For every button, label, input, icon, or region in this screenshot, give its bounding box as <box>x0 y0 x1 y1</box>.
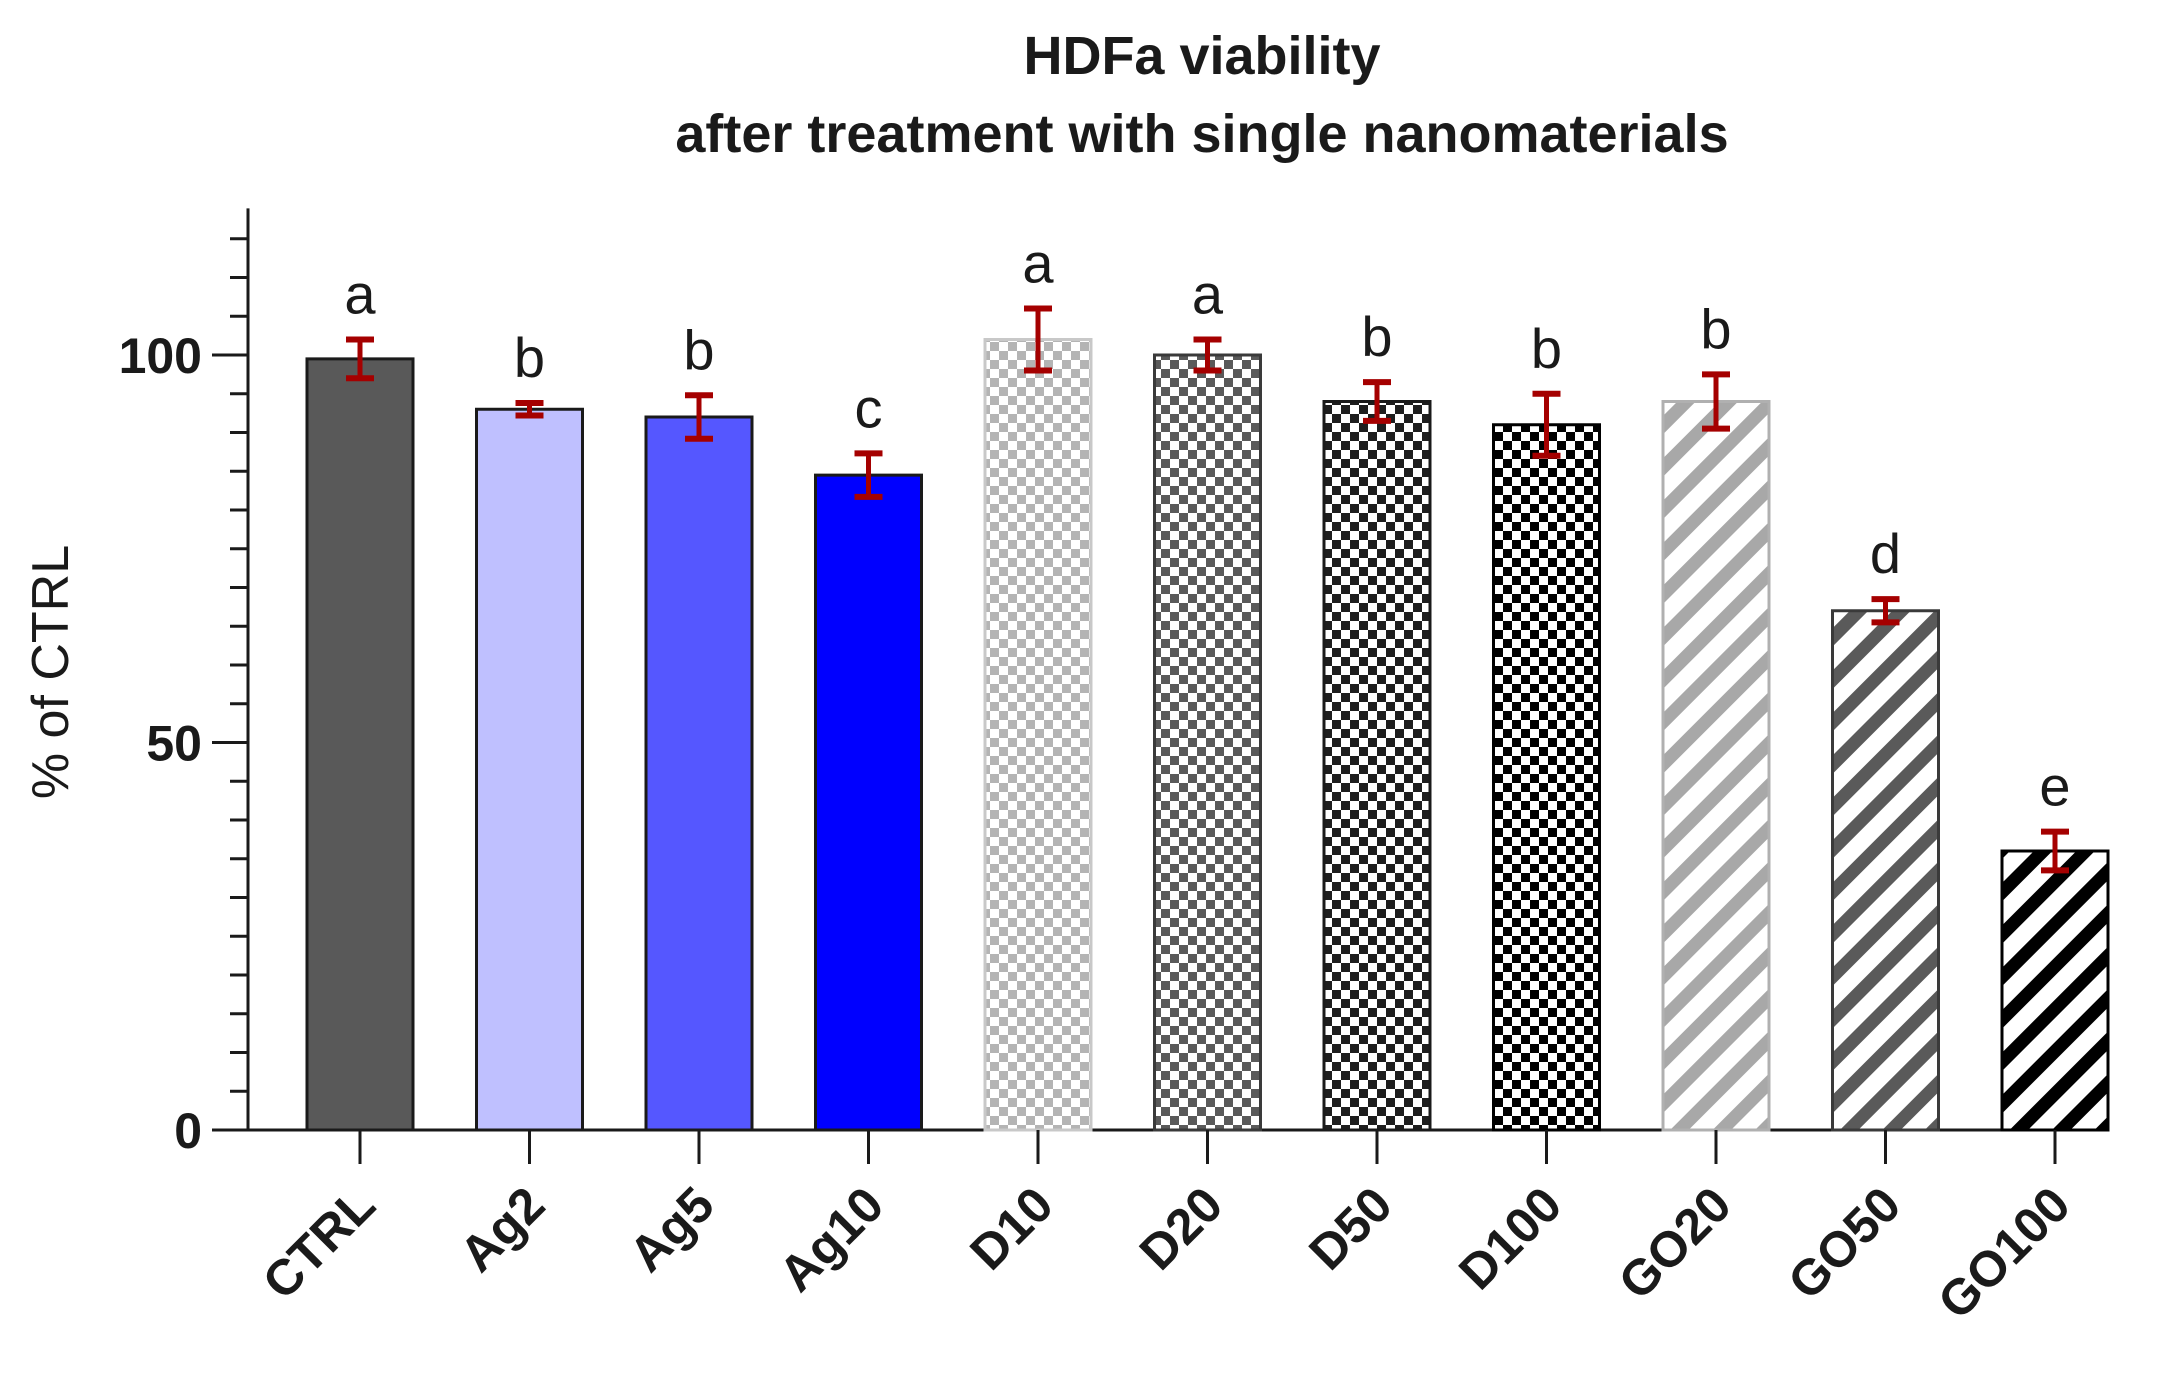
bar-d50 <box>1322 400 1432 1132</box>
significance-letter: b <box>514 326 545 389</box>
error-bar-ctrl <box>346 336 374 382</box>
x-tick-label: GO20 <box>1608 1176 1742 1310</box>
error-bar-go50 <box>1871 596 1900 626</box>
x-tick-label: Ag10 <box>768 1176 894 1302</box>
bar-ag10 <box>814 473 923 1132</box>
y-tick-label: 100 <box>119 328 202 384</box>
x-tick-label: Ag2 <box>449 1176 555 1282</box>
chart-title: HDFa viability <box>1023 26 1380 86</box>
bar-ctrl <box>305 357 415 1132</box>
error-bar-ag10 <box>854 450 883 500</box>
error-bar-d10 <box>1024 305 1052 374</box>
x-tick-label: D100 <box>1448 1176 1572 1300</box>
chart-subtitle: after treatment with single nanomaterial… <box>675 104 1728 164</box>
x-tick-label: GO100 <box>1927 1176 2081 1330</box>
significance-letter: b <box>1361 305 1392 368</box>
significance-letter: e <box>2039 755 2070 818</box>
significance-letter: a <box>1192 263 1224 326</box>
bar-ag2 <box>475 407 584 1132</box>
bar-go100 <box>2000 849 2110 1132</box>
significance-letter: b <box>1700 297 1731 360</box>
bar-d10 <box>983 338 1093 1132</box>
y-tick-label: 0 <box>174 1103 202 1159</box>
x-tick-label: D20 <box>1129 1176 1233 1280</box>
bar-d20 <box>1153 353 1262 1132</box>
x-tick-label: GO50 <box>1777 1176 1911 1310</box>
bar-ag5 <box>644 415 754 1132</box>
error-bar-go100 <box>2041 828 2069 874</box>
error-bar-go20 <box>1702 371 1730 432</box>
bar-go20 <box>1661 400 1771 1132</box>
error-bar-d100 <box>1532 390 1561 459</box>
y-tick-label: 50 <box>146 716 202 772</box>
plot-area: 0 50 100 a CTRL b Ag2 b Ag5 c Ag10 a D10 a D20 b D50 b D10… <box>119 208 2110 1330</box>
bar-go50 <box>1831 609 1940 1132</box>
y-axis-label: % of CTRL <box>22 545 80 799</box>
x-tick-label: D10 <box>959 1176 1063 1280</box>
significance-letter: b <box>1531 317 1562 380</box>
error-bar-ag5 <box>685 392 713 442</box>
x-tick-label: CTRL <box>252 1176 386 1310</box>
bar-d100 <box>1492 423 1601 1132</box>
error-bar-d50 <box>1363 379 1391 424</box>
significance-letter: c <box>855 376 883 439</box>
x-tick-label: D50 <box>1298 1176 1402 1280</box>
significance-letter: b <box>683 318 714 381</box>
significance-letter: d <box>1870 522 1901 585</box>
significance-letter: a <box>344 263 376 326</box>
error-bar-ag2 <box>515 400 544 419</box>
error-bar-d20 <box>1193 336 1222 374</box>
significance-letter: a <box>1022 232 1054 295</box>
x-tick-label: Ag5 <box>618 1176 724 1282</box>
